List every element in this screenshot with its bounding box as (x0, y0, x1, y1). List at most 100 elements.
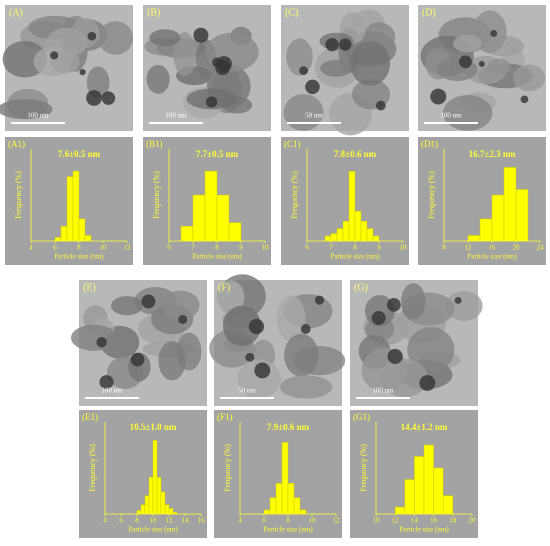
y-axis-label: Frequency (%) (359, 444, 368, 492)
panel-label: (C1) (284, 139, 301, 149)
x-tick-label: 16 (198, 517, 206, 525)
particle (320, 60, 353, 77)
tem-image: (F) 50 nm (209, 274, 346, 406)
tem-image: (A) 100 nm (0, 5, 134, 131)
bar (394, 506, 406, 515)
x-tick-label: 10 (309, 517, 317, 525)
dark-particle (86, 90, 102, 106)
bar (515, 189, 529, 242)
panel-label: (A1) (8, 139, 25, 149)
particle (487, 58, 511, 75)
scale-label: 100 nm (372, 387, 394, 395)
bar (66, 176, 74, 242)
scale-label: 100 nm (101, 387, 123, 395)
histogram-panel: (B1) 7.7±0.5 nm 6 7 8 9 10 Particle size (nm) Fr… (143, 137, 271, 265)
y-axis-label: Frequency (%) (14, 171, 23, 219)
bar (78, 218, 86, 242)
dark-particle (520, 95, 529, 104)
particle (237, 359, 282, 399)
particle (283, 93, 324, 131)
dark-particle (300, 324, 311, 334)
particle (161, 290, 200, 320)
panel-background (281, 137, 409, 265)
particle (149, 29, 181, 47)
dark-particle (459, 55, 472, 69)
x-tick-label: 12 (166, 517, 174, 525)
panel-label: (D) (422, 7, 436, 18)
particle (284, 333, 319, 377)
dark-particle (130, 352, 145, 367)
bar (160, 491, 166, 515)
bar (423, 444, 434, 515)
annotation: 16.7±2.3 nm (469, 149, 516, 159)
bar (168, 508, 174, 515)
dark-particle (419, 375, 436, 391)
y-axis-label: Frequency (%) (223, 444, 232, 492)
dark-particle (193, 27, 209, 43)
particle (222, 305, 262, 347)
x-tick-label: 8 (353, 244, 357, 252)
particle (401, 283, 426, 320)
bar (54, 237, 62, 242)
bar (228, 222, 242, 242)
x-tick-label: 4 (103, 517, 107, 525)
particle (111, 296, 143, 316)
x-axis-label: Particle size (nm) (330, 253, 380, 261)
y-axis-label: Frequency (%) (152, 171, 161, 219)
bar (287, 483, 295, 515)
particle (286, 38, 313, 76)
x-tick-label: 12 (465, 244, 473, 252)
x-tick-label: 9 (239, 244, 243, 252)
bar (372, 235, 380, 242)
dark-particle (50, 51, 59, 60)
bar (152, 440, 158, 515)
tem-image: (B) 100 nm (143, 5, 271, 131)
x-axis-label: Particle size (nm) (263, 526, 313, 534)
panel-label: (A) (9, 7, 23, 18)
bar (140, 504, 146, 515)
panel-label: (C) (285, 7, 298, 18)
particle (381, 358, 428, 398)
particle (453, 34, 482, 53)
x-tick-label: 7 (329, 244, 333, 252)
dark-particle (386, 297, 401, 312)
histogram-panel: (E1) 10.5±1.0 nm 4 6 8 10 12 14 16 Particle size … (79, 410, 207, 538)
x-tick-label: 8 (77, 244, 81, 252)
dark-particle (245, 352, 255, 362)
dark-particle (254, 362, 271, 379)
bar (330, 233, 338, 242)
panel-label: (G) (354, 282, 368, 293)
x-tick-label: 10 (100, 244, 108, 252)
x-tick-label: 4 (238, 517, 242, 525)
x-tick-label: 18 (449, 517, 457, 525)
x-tick-label: 4 (29, 244, 33, 252)
panel-label: (D1) (421, 139, 438, 149)
particle (158, 341, 186, 381)
tem-image: (D) 100 nm (418, 5, 546, 131)
x-tick-label: 10 (400, 244, 408, 252)
panel-background (79, 410, 207, 538)
x-tick-label: 8 (442, 244, 446, 252)
bar (192, 194, 206, 242)
scale-label: 100 nm (440, 112, 462, 120)
bar (360, 220, 368, 242)
annotation: 10.5±1.0 nm (130, 422, 177, 432)
dark-particle (141, 294, 156, 309)
x-axis-label: Particle size (nm) (467, 253, 517, 261)
x-tick-label: 6 (262, 517, 266, 525)
annotation: 7.7±0.5 nm (196, 149, 239, 159)
x-tick-label: 6 (167, 244, 171, 252)
bar (503, 167, 517, 242)
dark-particle (339, 38, 352, 51)
annotation: 14.4±1.2 nm (401, 422, 448, 432)
panel-label: (F1) (217, 412, 233, 422)
particle (0, 99, 53, 120)
x-tick-label: 20 (513, 244, 521, 252)
dark-particle (101, 91, 116, 105)
tem-image: (E) 100 nm (70, 280, 207, 406)
x-tick-label: 6 (305, 244, 309, 252)
dark-particle (87, 31, 97, 41)
y-axis-label: Frequency (%) (88, 444, 97, 492)
bar (164, 504, 170, 515)
